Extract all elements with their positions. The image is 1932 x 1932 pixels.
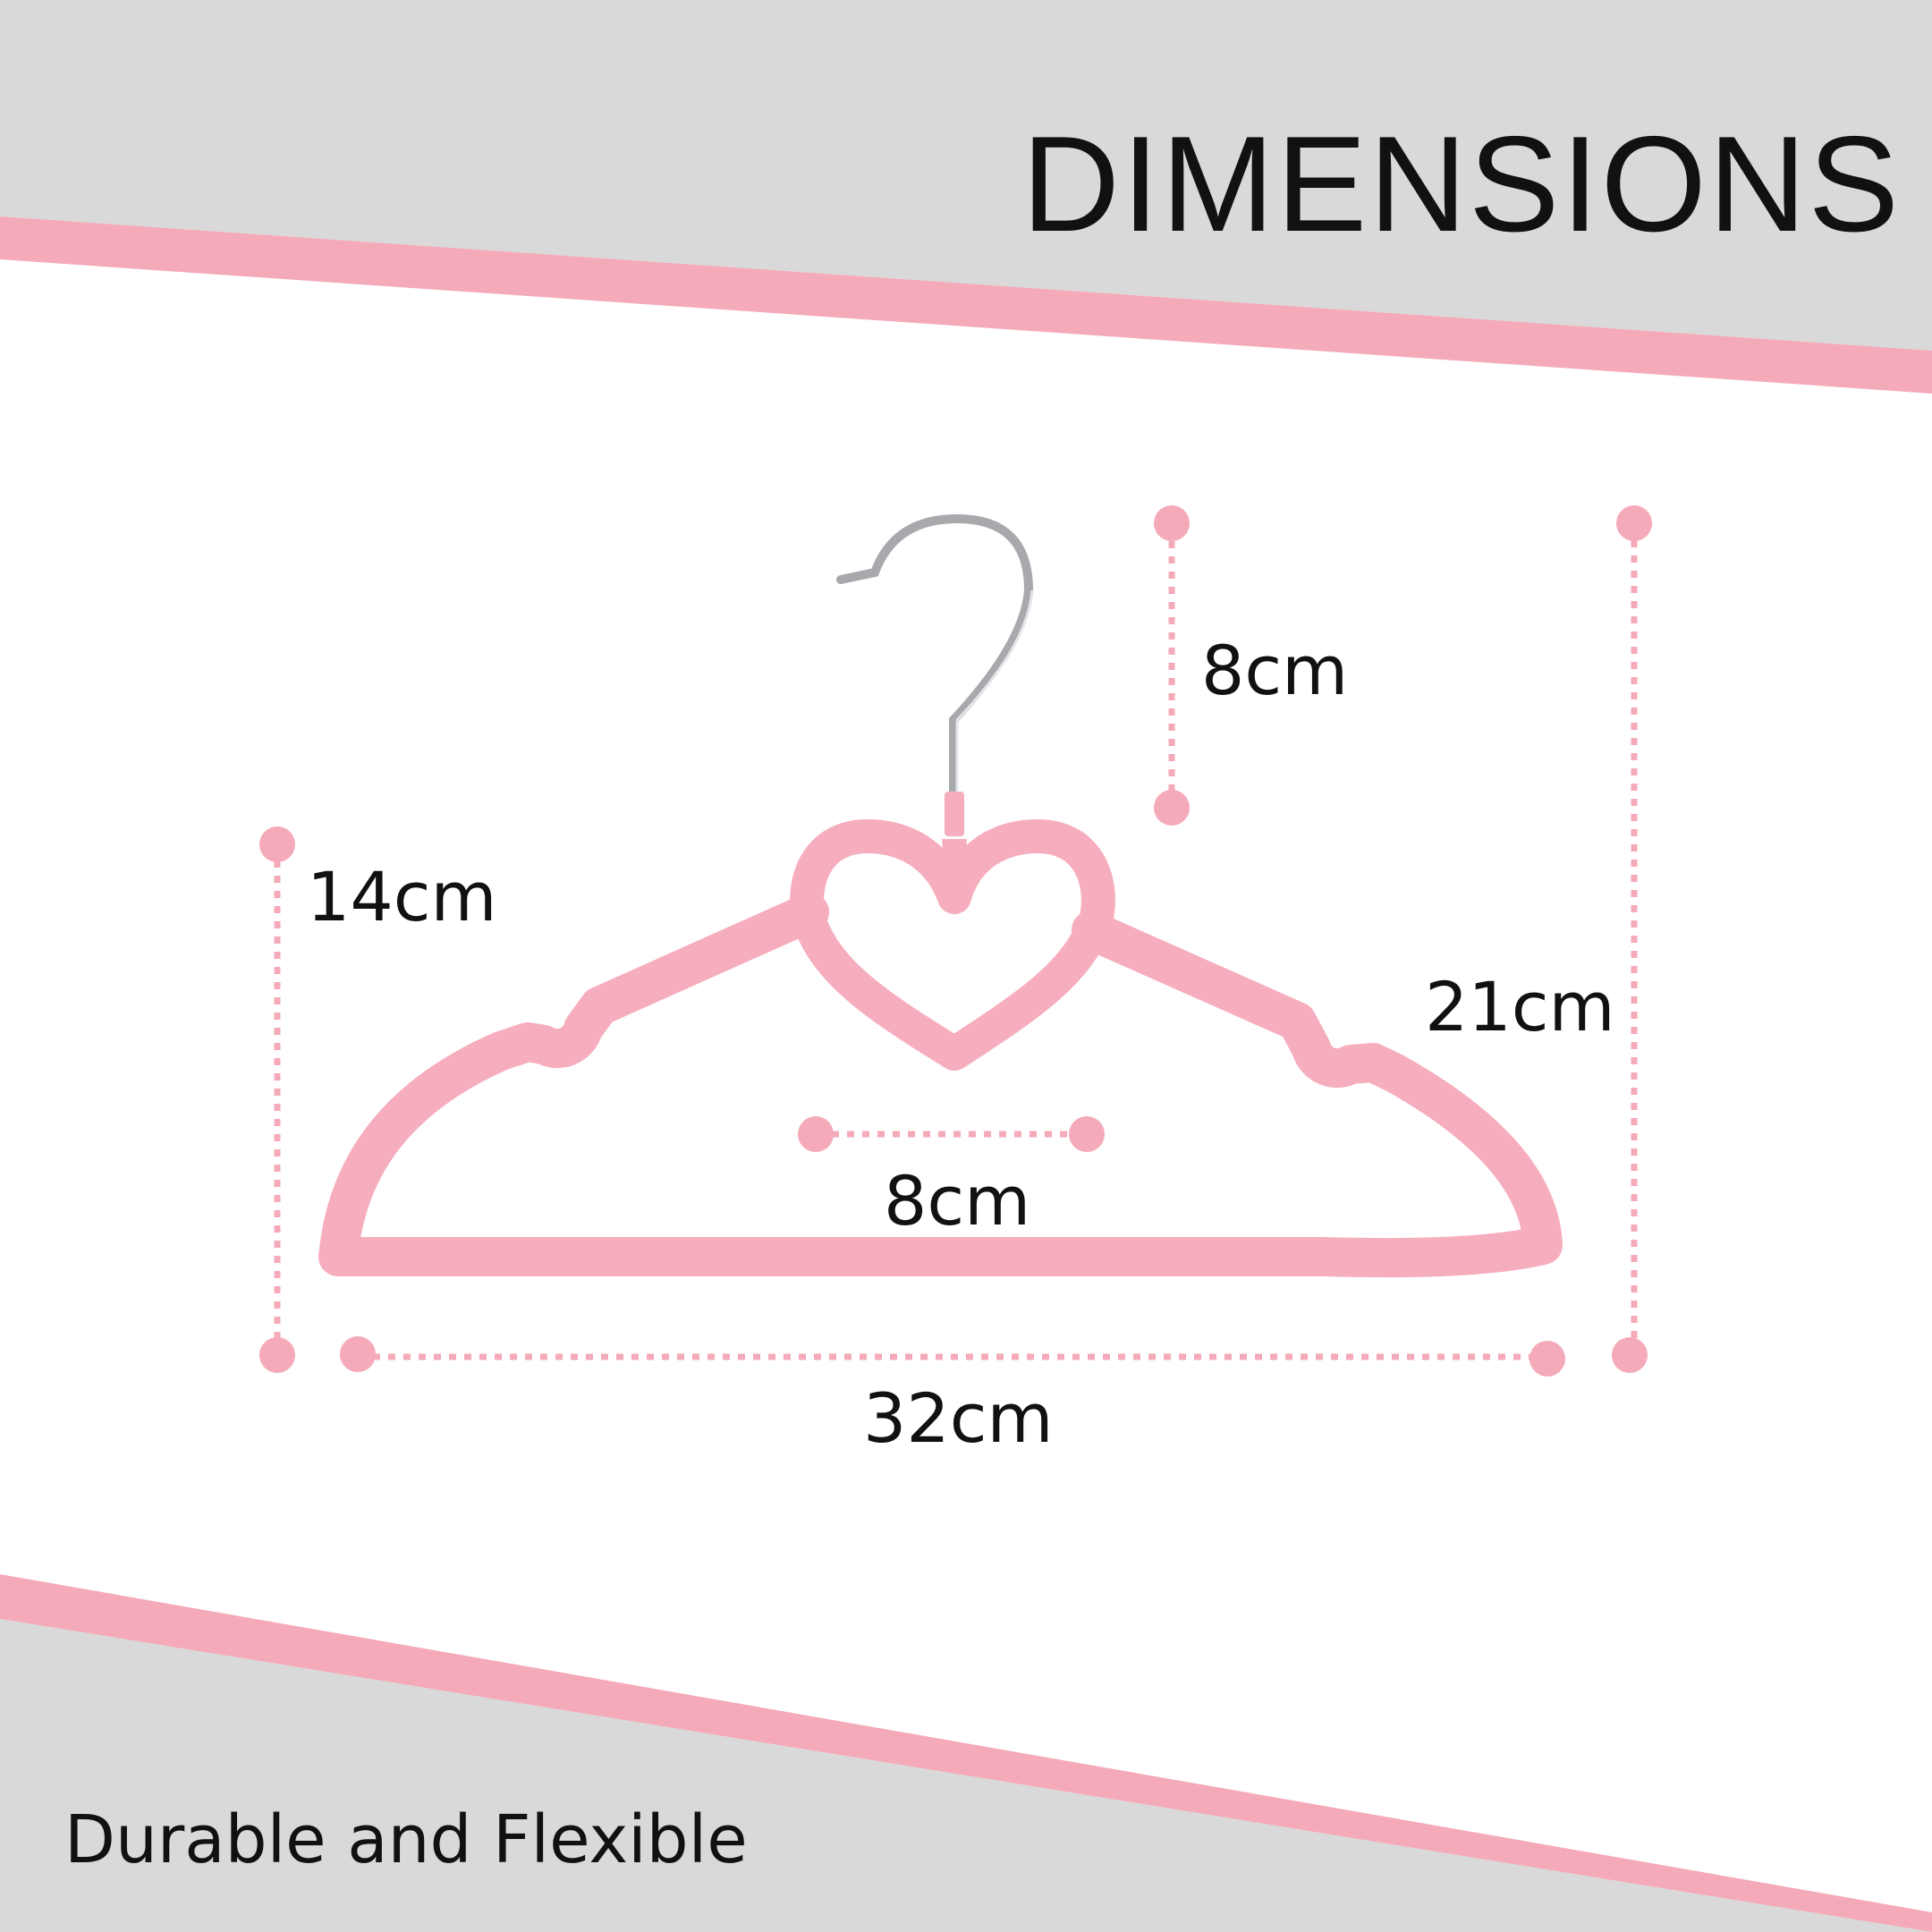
total-width-left-dot (340, 1336, 376, 1372)
hanger-height-top-dot (259, 826, 295, 862)
heart-width-label: 8cm (884, 1161, 1031, 1241)
hook-icon (836, 513, 1034, 801)
hook-neck (945, 792, 964, 836)
hanger-height-bottom-dot (259, 1337, 295, 1373)
bottom-gray-band (0, 1619, 1932, 1932)
heart-icon (790, 819, 1115, 1071)
hanger-frame (318, 893, 1563, 1278)
total-height-label: 21cm (1425, 967, 1615, 1046)
hanger-height-label: 14cm (307, 857, 497, 936)
total-height-top-dot (1616, 505, 1652, 541)
hook-highlight (955, 589, 1034, 792)
heart-width-right-dot (1069, 1116, 1105, 1152)
top-pink-stripe (0, 216, 1932, 394)
total-height-bottom-dot (1612, 1337, 1648, 1373)
top-gray-band (0, 0, 1932, 351)
hook-height-top-dot (1154, 505, 1190, 541)
heart-width-left-dot (798, 1116, 834, 1152)
total-width-label: 32cm (863, 1378, 1054, 1458)
hook-height-label: 8cm (1201, 631, 1349, 710)
bottom-pink-stripe (0, 1574, 1932, 1932)
hook-height-bottom-dot (1154, 790, 1190, 826)
page-title: DIMENSIONS (1021, 108, 1901, 260)
heart-notch (942, 839, 967, 905)
total-width-right-dot (1530, 1341, 1565, 1377)
hanger-icon (318, 819, 1563, 1278)
dimension-endpoints (259, 505, 1652, 1377)
dimension-guides (274, 525, 1638, 1360)
tagline: Durable and Flexible (64, 1801, 748, 1878)
